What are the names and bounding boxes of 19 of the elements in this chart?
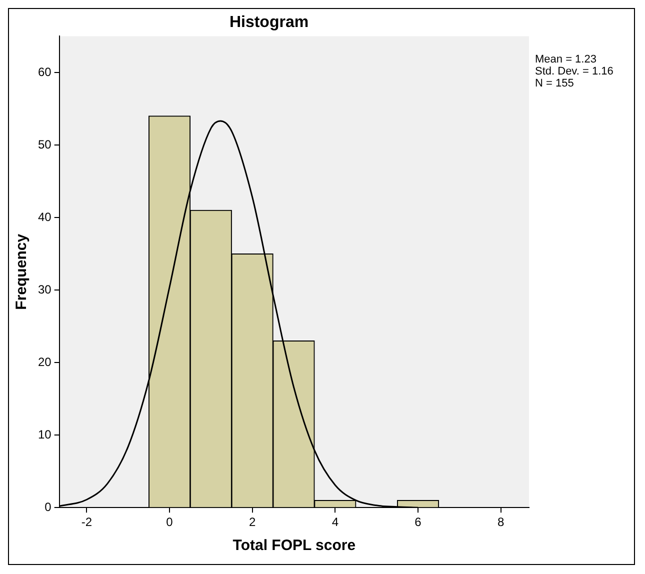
y-tick-label: 20 bbox=[38, 354, 52, 369]
text: N = 155 bbox=[535, 78, 574, 90]
y-tick-label: 30 bbox=[38, 282, 52, 296]
x-tick-label: 8 bbox=[497, 515, 504, 530]
chart-title: Histogram bbox=[229, 14, 309, 32]
x-tick-label: 4 bbox=[332, 515, 339, 530]
x-tick-label: 2 bbox=[249, 515, 256, 530]
x-axis-title: Total FOPL score bbox=[232, 537, 356, 554]
x-tick-label: 6 bbox=[414, 515, 422, 530]
y-tick-label: 60 bbox=[38, 64, 52, 79]
y-tick-label: 0 bbox=[44, 500, 52, 514]
x-tick-label: 0 bbox=[166, 515, 174, 530]
y-tick-label: 50 bbox=[38, 137, 52, 152]
x-tick-label: -2 bbox=[81, 515, 92, 530]
y-tick-label: 10 bbox=[38, 427, 52, 442]
y-tick-label: 40 bbox=[38, 210, 52, 224]
y-axis-title: Frequency bbox=[13, 233, 30, 310]
text: Mean = 1.23 bbox=[535, 54, 596, 66]
text: Std. Dev. = 1.16 bbox=[535, 66, 614, 78]
